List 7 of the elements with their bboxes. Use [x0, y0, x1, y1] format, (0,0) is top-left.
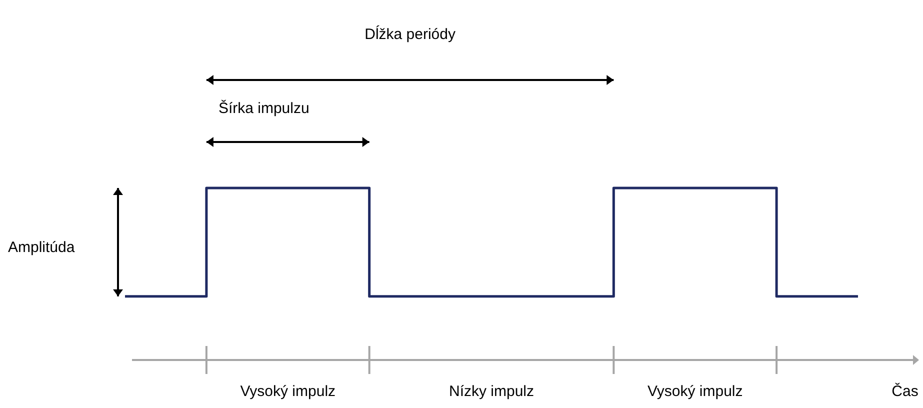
text: Amplitúda: [8, 239, 76, 256]
text: Vysoký impulz: [240, 383, 336, 400]
text: Šírka impulzu: [218, 99, 310, 117]
text: Nízky impulz: [448, 383, 534, 400]
text: Vysoký impulz: [647, 383, 743, 400]
text: Dĺžka periódy: [364, 25, 456, 43]
x-axis-title: Čas: [892, 382, 918, 400]
